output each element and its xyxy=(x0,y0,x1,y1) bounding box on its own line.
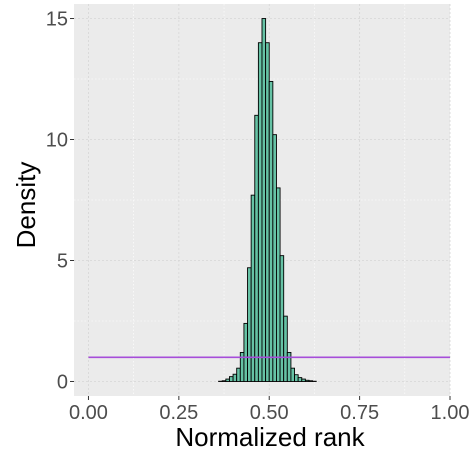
histogram-bar xyxy=(301,378,306,382)
histogram-bar xyxy=(308,380,314,382)
histogram-bar xyxy=(254,114,259,382)
histogram-bar xyxy=(272,134,277,382)
y-axis-ticks: 0 5 10 15 xyxy=(46,9,74,393)
histogram-bar xyxy=(225,378,230,382)
y-tick-label: 15 xyxy=(46,9,68,31)
histogram-bar xyxy=(261,18,267,382)
histogram-bar xyxy=(268,80,274,382)
histogram-bar xyxy=(257,42,263,382)
histogram-bar xyxy=(236,367,241,382)
histogram-bar xyxy=(243,322,248,382)
histogram-bar xyxy=(286,351,292,382)
x-axis-ticks: 0.00 0.25 0.50 0.75 1.00 xyxy=(69,396,469,424)
histogram-bars xyxy=(218,18,317,382)
histogram-bar xyxy=(250,194,256,382)
histogram-bar xyxy=(304,379,310,382)
histogram-bar xyxy=(232,373,238,382)
x-tick-label: 1.00 xyxy=(431,402,470,424)
histogram-bar xyxy=(265,42,270,382)
histogram-bar xyxy=(229,376,234,382)
histogram-bar xyxy=(221,380,227,382)
x-tick-label: 0.00 xyxy=(69,402,108,424)
histogram-bar xyxy=(247,267,252,382)
histogram-bar xyxy=(276,187,281,382)
y-tick-label: 0 xyxy=(57,371,68,393)
x-tick-label: 0.25 xyxy=(159,402,198,424)
x-tick-label: 0.75 xyxy=(340,402,379,424)
x-axis-title: Normalized rank xyxy=(175,422,365,452)
histogram-bar xyxy=(283,315,288,382)
y-tick-label: 10 xyxy=(46,130,68,152)
histogram-bar xyxy=(294,374,299,382)
y-axis-title: Density xyxy=(11,162,41,249)
y-tick-label: 5 xyxy=(57,250,68,272)
x-tick-label: 0.50 xyxy=(250,402,289,424)
histogram-bar xyxy=(297,377,303,382)
histogram-bar xyxy=(290,367,295,382)
histogram-bar xyxy=(279,255,285,382)
